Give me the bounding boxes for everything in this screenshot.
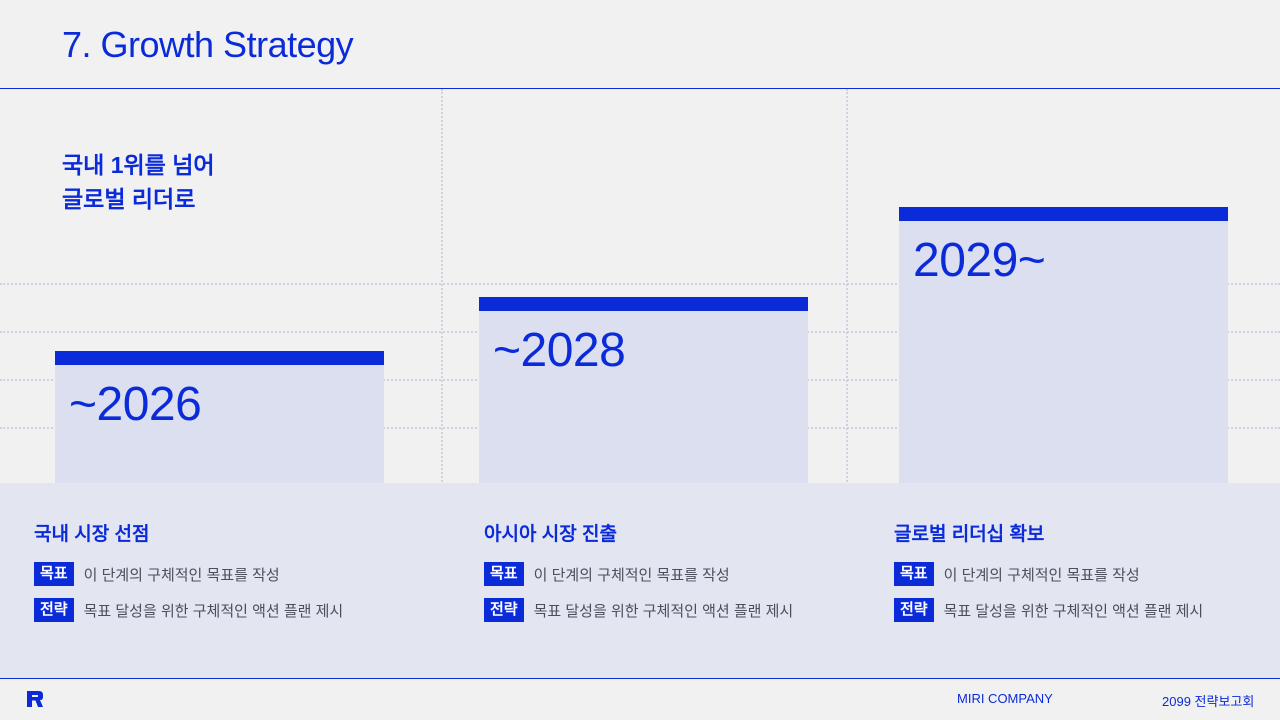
strategy-text: 목표 달성을 위한 구체적인 액션 플랜 제시 [943, 602, 1204, 620]
stage-2-goal-row: 목표 이 단계의 구체적인 목표를 작성 [484, 562, 730, 586]
stage-3-bar-cap [899, 207, 1228, 221]
miri-logo-icon [27, 691, 43, 707]
goal-text: 이 단계의 구체적인 목표를 작성 [83, 566, 280, 584]
stage-2-strategy-row: 전략 목표 달성을 위한 구체적인 액션 플랜 제시 [484, 598, 793, 622]
stage-1-bar: ~2026 [55, 351, 384, 483]
stage-2-year: ~2028 [493, 324, 626, 377]
goal-text: 이 단계의 구체적인 목표를 작성 [943, 566, 1140, 584]
goal-text: 이 단계의 구체적인 목표를 작성 [533, 566, 730, 584]
stage-2-bar: ~2028 [479, 297, 808, 483]
footer-company: MIRI COMPANY [957, 691, 1053, 706]
stage-details-panel: 국내 시장 선점 목표 이 단계의 구체적인 목표를 작성 전략 목표 달성을 … [0, 483, 1280, 678]
strategy-text: 목표 달성을 위한 구체적인 액션 플랜 제시 [83, 602, 344, 620]
stage-2-bar-cap [479, 297, 808, 311]
stage-1-goal-row: 목표 이 단계의 구체적인 목표를 작성 [34, 562, 280, 586]
stage-1-bar-cap [55, 351, 384, 365]
goal-tag: 목표 [894, 562, 934, 586]
guide-line-vertical [846, 89, 848, 678]
strategy-text: 목표 달성을 위한 구체적인 액션 플랜 제시 [533, 602, 794, 620]
guide-line-horizontal [0, 283, 1280, 285]
stage-2-title: 아시아 시장 진출 [484, 524, 617, 545]
header-divider [0, 88, 1280, 89]
stage-3-title: 글로벌 리더십 확보 [894, 524, 1045, 545]
strategy-tag: 전략 [894, 598, 934, 622]
stage-3-bar: 2029~ [899, 207, 1228, 483]
stage-1-title: 국내 시장 선점 [34, 524, 150, 545]
stage-3-year: 2029~ [913, 234, 1046, 287]
strategy-tag: 전략 [484, 598, 524, 622]
footer-report-title: 2099 전략보고회 [1162, 694, 1255, 709]
section-headline: 국내 1위를 넘어 글로벌 리더로 [62, 148, 215, 216]
stage-1-year: ~2026 [69, 378, 202, 431]
headline-line-1: 국내 1위를 넘어 [62, 152, 215, 178]
footer-divider [0, 678, 1280, 679]
headline-line-2: 글로벌 리더로 [62, 186, 196, 212]
goal-tag: 목표 [34, 562, 74, 586]
stage-1-strategy-row: 전략 목표 달성을 위한 구체적인 액션 플랜 제시 [34, 598, 343, 622]
goal-tag: 목표 [484, 562, 524, 586]
guide-line-vertical [441, 89, 443, 678]
strategy-tag: 전략 [34, 598, 74, 622]
slide-title: 7. Growth Strategy [62, 24, 354, 65]
stage-3-strategy-row: 전략 목표 달성을 위한 구체적인 액션 플랜 제시 [894, 598, 1203, 622]
stage-3-goal-row: 목표 이 단계의 구체적인 목표를 작성 [894, 562, 1140, 586]
